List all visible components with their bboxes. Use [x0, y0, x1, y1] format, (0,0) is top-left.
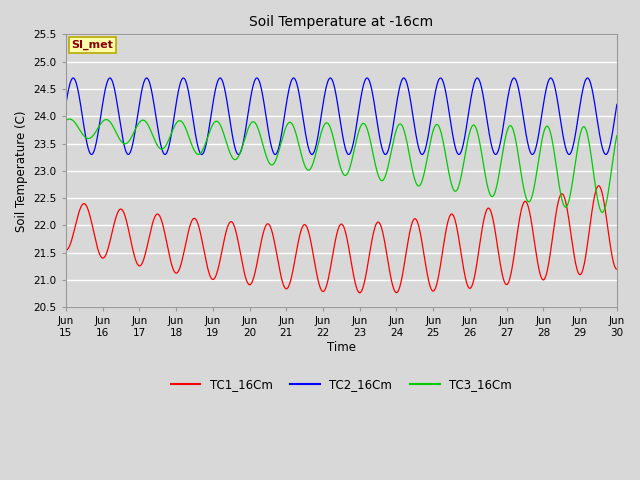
TC2_16Cm — [186, 92, 193, 98]
TC3_16Cm — [598, 210, 606, 216]
TC3_16Cm — [613, 132, 621, 138]
Y-axis label: Soil Temperature (C): Soil Temperature (C) — [15, 110, 28, 231]
TC3_16Cm — [499, 147, 507, 153]
Text: SI_met: SI_met — [72, 40, 113, 50]
TC2_16Cm — [247, 94, 255, 100]
TC3_16Cm — [172, 122, 179, 128]
Legend: TC1_16Cm, TC2_16Cm, TC3_16Cm: TC1_16Cm, TC2_16Cm, TC3_16Cm — [166, 373, 516, 396]
X-axis label: Time: Time — [327, 341, 356, 354]
Line: TC1_16Cm: TC1_16Cm — [66, 186, 617, 293]
TC3_16Cm — [548, 135, 556, 141]
TC1_16Cm — [62, 247, 70, 253]
TC3_16Cm — [65, 116, 73, 122]
TC3_16Cm — [246, 121, 254, 127]
TC1_16Cm — [548, 240, 556, 246]
Title: Soil Temperature at -16cm: Soil Temperature at -16cm — [250, 15, 433, 29]
TC3_16Cm — [62, 118, 70, 123]
TC2_16Cm — [428, 112, 435, 118]
TC2_16Cm — [500, 122, 508, 128]
TC2_16Cm — [172, 106, 179, 112]
TC2_16Cm — [180, 75, 188, 81]
TC1_16Cm — [171, 270, 179, 276]
TC1_16Cm — [613, 266, 621, 272]
TC1_16Cm — [428, 286, 435, 292]
TC2_16Cm — [62, 102, 70, 108]
TC1_16Cm — [356, 290, 364, 296]
TC1_16Cm — [184, 229, 192, 235]
TC1_16Cm — [595, 183, 602, 189]
TC2_16Cm — [161, 152, 169, 157]
TC3_16Cm — [185, 133, 193, 139]
TC2_16Cm — [613, 102, 621, 108]
TC1_16Cm — [499, 275, 507, 281]
TC1_16Cm — [246, 282, 254, 288]
Line: TC2_16Cm: TC2_16Cm — [66, 78, 617, 155]
TC2_16Cm — [548, 76, 556, 82]
Line: TC3_16Cm: TC3_16Cm — [66, 119, 617, 213]
TC3_16Cm — [428, 135, 435, 141]
